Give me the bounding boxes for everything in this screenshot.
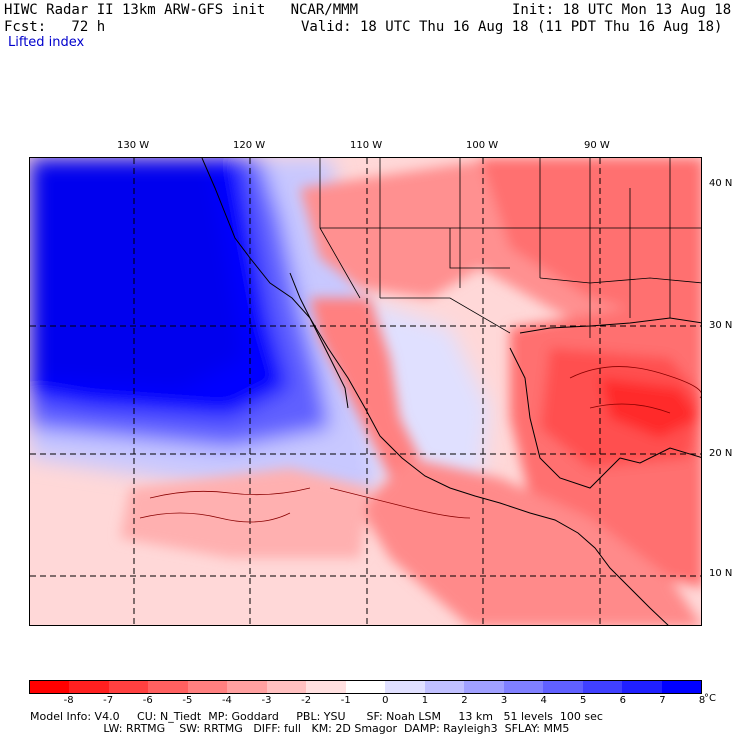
colorbar-tick-label: 1: [421, 695, 429, 706]
colorbar-tick-label: 6: [619, 695, 626, 706]
colorbar-swatch: [108, 681, 149, 693]
colorbar-swatch: [543, 681, 583, 693]
colorbar-swatch: [187, 681, 228, 693]
colorbar-swatch: [227, 681, 267, 693]
title-line-1: HIWC Radar II 13km ARW-GFS init NCAR/MMM: [4, 2, 359, 18]
model-info-line-1: Model Info: V4.0 CU: N_Tiedt MP: Goddard…: [30, 710, 603, 723]
colorbar-swatch: [30, 681, 70, 693]
colorbar-tick-label: 7: [659, 695, 666, 706]
model-info-line-2: LW: RRTMG SW: RRTMG DIFF: full KM: 2D Sm…: [30, 722, 570, 735]
lat-lon-grid: [30, 158, 701, 625]
colorbar-unit: °C: [704, 693, 716, 704]
colorbar-swatch: [424, 681, 465, 693]
colorbar-swatch: [385, 681, 425, 693]
colorbar-swatch: [622, 681, 662, 693]
colorbar-tick-label: -3: [261, 695, 272, 706]
colorbar-tick-label: -4: [221, 695, 232, 706]
colorbar-tick-label: -6: [142, 695, 153, 706]
colorbar-swatch: [582, 681, 623, 693]
lat-label-20n: 20 N: [709, 448, 733, 459]
unstable-air-shading: [120, 158, 701, 625]
contours: [139, 366, 701, 523]
lon-label-110w: 110 W: [350, 140, 383, 151]
lon-label-120w: 120 W: [233, 140, 266, 151]
colorbar-tick-label: -7: [103, 695, 114, 706]
colorbar-tick-label: 5: [580, 695, 587, 706]
forecast-hour: Fcst: 72 h: [4, 19, 106, 35]
colorbar-tick-label: -1: [340, 695, 351, 706]
colorbar-swatch: [464, 681, 504, 693]
valid-time: Valid: 18 UTC Thu 16 Aug 18 (11 PDT Thu …: [301, 19, 723, 35]
colorbar-tick-label: 4: [540, 695, 547, 706]
colorbar-swatch: [503, 681, 544, 693]
colorbar-swatch: [69, 681, 109, 693]
field-name: Lifted index: [8, 35, 85, 50]
colorbar-swatch: [661, 681, 701, 693]
colorbar-swatch: [345, 681, 386, 693]
colorbar-tick-label: 2: [461, 695, 468, 706]
lon-label-100w: 100 W: [466, 140, 499, 151]
colorbar-tick-label: 0: [382, 695, 389, 706]
lat-label-40n: 40 N: [709, 178, 733, 189]
colorbar-tick-label: 3: [500, 695, 508, 706]
lon-label-130w: 130 W: [117, 140, 150, 151]
lat-label-30n: 30 N: [709, 320, 733, 331]
init-time: Init: 18 UTC Mon 13 Aug 18: [512, 2, 732, 18]
colorbar-swatch: [148, 681, 188, 693]
state-borders: [319, 158, 701, 338]
colorbar-tick-label: 8: [698, 695, 706, 706]
colorbar-tick-label: -2: [301, 695, 312, 706]
colorbar-swatch: [306, 681, 346, 693]
lat-label-10n: 10 N: [709, 568, 733, 579]
colorbar: [29, 680, 702, 694]
lon-label-90w: 90 W: [584, 140, 610, 151]
colorbar-tick-label: -8: [63, 695, 74, 706]
lifted-index-map: [29, 157, 702, 626]
colorbar-tick-label: -5: [182, 695, 193, 706]
colorbar-swatch: [266, 681, 307, 693]
